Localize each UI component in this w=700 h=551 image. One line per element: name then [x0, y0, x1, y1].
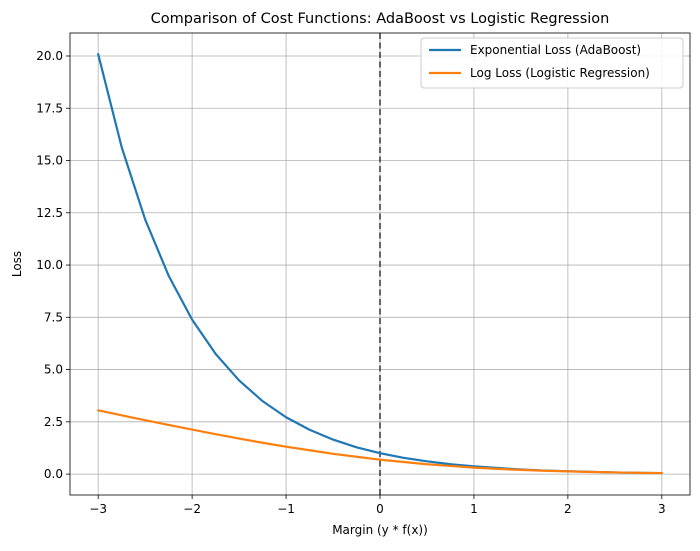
x-tick-label: −2	[183, 502, 201, 516]
y-tick-label: 0.0	[44, 467, 63, 481]
series-layer	[97, 53, 663, 475]
legend-label-log-loss: Log Loss (Logistic Regression)	[470, 66, 650, 80]
y-axis-label: Loss	[10, 251, 24, 277]
legend-label-exponential: Exponential Loss (AdaBoost)	[470, 43, 641, 57]
x-axis-ticks: −3 −2 −1 0 1 2 3	[89, 495, 666, 516]
x-tick-label: −3	[89, 502, 107, 516]
x-tick-label: 0	[376, 502, 384, 516]
y-tick-label: 20.0	[36, 49, 63, 63]
y-tick-label: 15.0	[36, 154, 63, 168]
y-tick-label: 2.5	[44, 415, 63, 429]
legend-box	[420, 37, 684, 89]
x-axis-label: Margin (y * f(x))	[332, 523, 428, 537]
y-tick-label: 10.0	[36, 258, 63, 272]
x-tick-label: 2	[564, 502, 572, 516]
chart-title: Comparison of Cost Functions: AdaBoost v…	[151, 11, 610, 27]
legend: Exponential Loss (AdaBoost) Log Loss (Lo…	[420, 37, 684, 89]
y-tick-label: 5.0	[44, 363, 63, 377]
y-tick-label: 7.5	[44, 310, 63, 324]
x-tick-label: −1	[277, 502, 295, 516]
series-line-log-loss	[97, 409, 663, 475]
x-tick-label: 3	[658, 502, 666, 516]
y-axis-ticks: 0.0 2.5 5.0 7.5 10.0 12.5 15.0 17.5 20.0	[36, 49, 70, 481]
x-tick-label: 1	[470, 502, 478, 516]
y-tick-label: 17.5	[36, 101, 63, 115]
y-tick-label: 12.5	[36, 206, 63, 220]
